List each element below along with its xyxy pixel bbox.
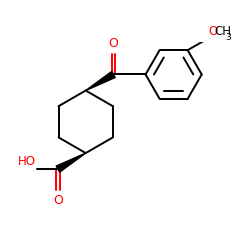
Text: HO: HO (18, 155, 36, 168)
Text: O: O (208, 25, 217, 38)
Text: CH: CH (215, 25, 232, 38)
Text: 3: 3 (225, 33, 231, 42)
Text: O: O (53, 194, 63, 207)
Polygon shape (56, 153, 86, 172)
Text: O: O (108, 36, 118, 50)
Polygon shape (86, 72, 115, 90)
